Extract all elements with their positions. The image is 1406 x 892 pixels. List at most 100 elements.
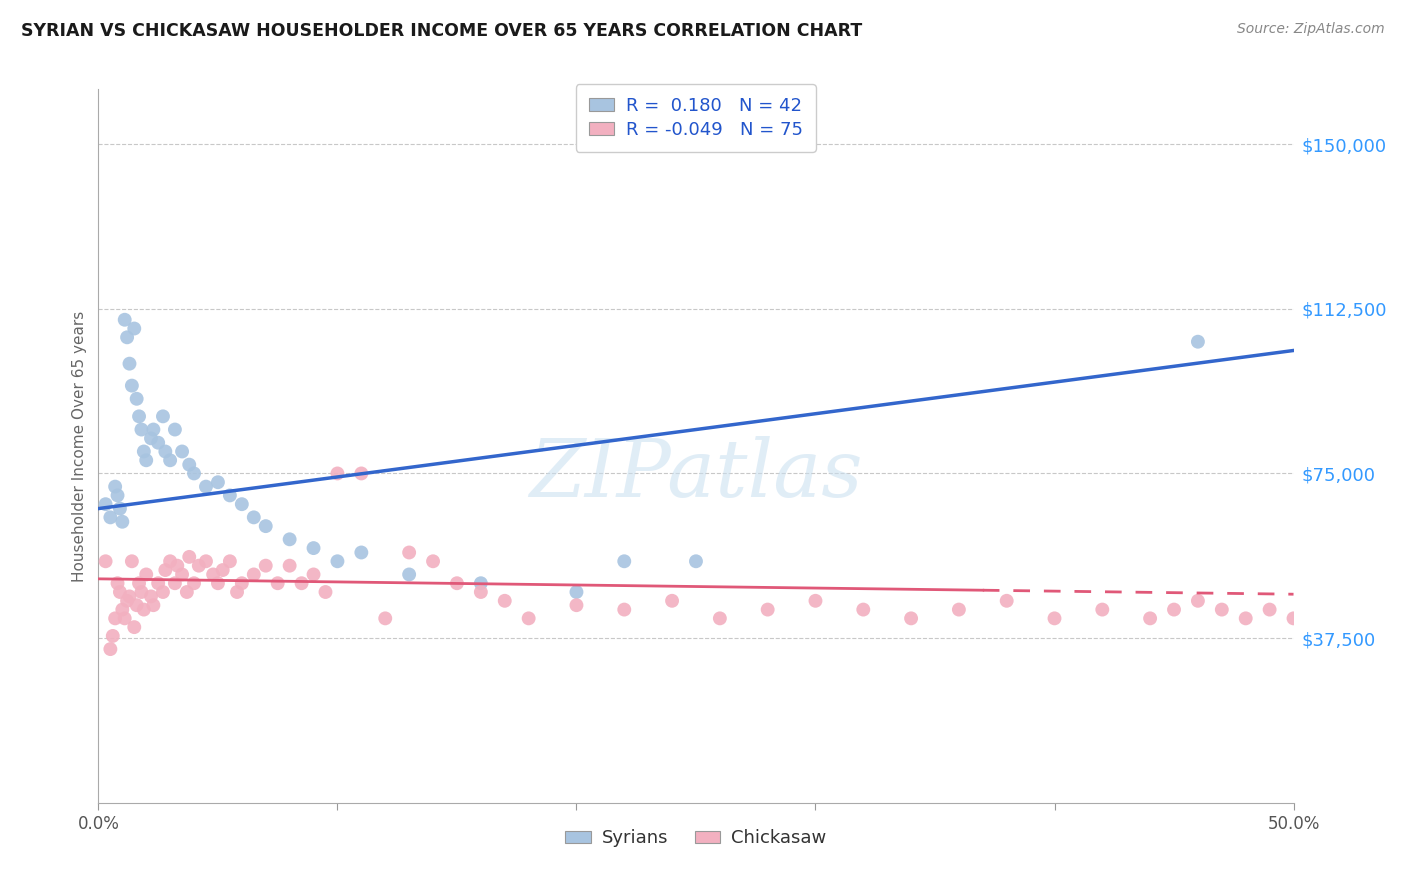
Point bbox=[374, 611, 396, 625]
Point bbox=[1234, 611, 1257, 625]
Point bbox=[135, 453, 157, 467]
Point bbox=[243, 567, 266, 582]
Point bbox=[104, 480, 127, 494]
Point bbox=[709, 611, 731, 625]
Point bbox=[995, 594, 1018, 608]
Point bbox=[155, 444, 177, 458]
Point bbox=[121, 554, 143, 568]
Legend: Syrians, Chickasaw: Syrians, Chickasaw bbox=[558, 822, 834, 855]
Point bbox=[163, 576, 186, 591]
Point bbox=[661, 594, 683, 608]
Point bbox=[108, 501, 131, 516]
Point bbox=[118, 357, 141, 371]
Point bbox=[107, 488, 129, 502]
Point bbox=[139, 590, 162, 604]
Point bbox=[756, 602, 779, 616]
Point bbox=[104, 611, 127, 625]
Point bbox=[470, 576, 492, 591]
Point bbox=[302, 567, 325, 582]
Point bbox=[142, 598, 165, 612]
Point bbox=[179, 458, 201, 472]
Point bbox=[231, 576, 253, 591]
Point bbox=[291, 576, 314, 591]
Point bbox=[494, 594, 516, 608]
Point bbox=[202, 567, 225, 582]
Point bbox=[148, 576, 170, 591]
Point bbox=[166, 558, 188, 573]
Point bbox=[613, 554, 636, 568]
Point bbox=[187, 558, 209, 573]
Point bbox=[470, 585, 492, 599]
Point bbox=[226, 585, 249, 599]
Point bbox=[128, 576, 150, 591]
Point bbox=[152, 409, 174, 424]
Y-axis label: Householder Income Over 65 years: Householder Income Over 65 years bbox=[72, 310, 87, 582]
Point bbox=[115, 330, 138, 344]
Point bbox=[115, 594, 138, 608]
Point bbox=[135, 567, 157, 582]
Point bbox=[350, 545, 373, 559]
Point bbox=[231, 497, 253, 511]
Point bbox=[94, 497, 117, 511]
Point bbox=[114, 312, 136, 326]
Point bbox=[1091, 602, 1114, 616]
Point bbox=[1306, 602, 1329, 616]
Point bbox=[1187, 594, 1209, 608]
Point bbox=[613, 602, 636, 616]
Point bbox=[398, 567, 420, 582]
Point bbox=[132, 444, 155, 458]
Point bbox=[219, 554, 242, 568]
Point bbox=[446, 576, 468, 591]
Point bbox=[1139, 611, 1161, 625]
Point bbox=[243, 510, 266, 524]
Point bbox=[254, 519, 277, 533]
Point bbox=[159, 554, 181, 568]
Point bbox=[326, 467, 349, 481]
Point bbox=[1282, 611, 1305, 625]
Point bbox=[207, 475, 229, 490]
Point bbox=[179, 549, 201, 564]
Point bbox=[131, 585, 153, 599]
Point bbox=[207, 576, 229, 591]
Point bbox=[1163, 602, 1185, 616]
Point bbox=[852, 602, 875, 616]
Point bbox=[131, 423, 153, 437]
Point bbox=[98, 510, 122, 524]
Point bbox=[152, 585, 174, 599]
Point bbox=[1330, 611, 1353, 625]
Point bbox=[121, 378, 143, 392]
Point bbox=[565, 598, 588, 612]
Point bbox=[155, 563, 177, 577]
Point bbox=[172, 444, 194, 458]
Point bbox=[183, 467, 205, 481]
Point bbox=[111, 515, 134, 529]
Point bbox=[900, 611, 922, 625]
Point bbox=[94, 554, 117, 568]
Point bbox=[195, 554, 218, 568]
Point bbox=[685, 554, 707, 568]
Point bbox=[114, 611, 136, 625]
Point bbox=[195, 480, 218, 494]
Point bbox=[98, 642, 122, 657]
Point bbox=[1043, 611, 1066, 625]
Point bbox=[326, 554, 349, 568]
Point bbox=[211, 563, 233, 577]
Point bbox=[804, 594, 827, 608]
Point bbox=[108, 585, 131, 599]
Point bbox=[254, 558, 277, 573]
Point bbox=[1258, 602, 1281, 616]
Point bbox=[565, 585, 588, 599]
Point bbox=[398, 545, 420, 559]
Point bbox=[159, 453, 181, 467]
Point bbox=[125, 598, 148, 612]
Point bbox=[302, 541, 325, 555]
Point bbox=[163, 423, 186, 437]
Point bbox=[350, 467, 373, 481]
Point bbox=[278, 558, 301, 573]
Point bbox=[118, 590, 141, 604]
Point bbox=[278, 533, 301, 547]
Point bbox=[517, 611, 540, 625]
Point bbox=[172, 567, 194, 582]
Text: SYRIAN VS CHICKASAW HOUSEHOLDER INCOME OVER 65 YEARS CORRELATION CHART: SYRIAN VS CHICKASAW HOUSEHOLDER INCOME O… bbox=[21, 22, 862, 40]
Point bbox=[219, 488, 242, 502]
